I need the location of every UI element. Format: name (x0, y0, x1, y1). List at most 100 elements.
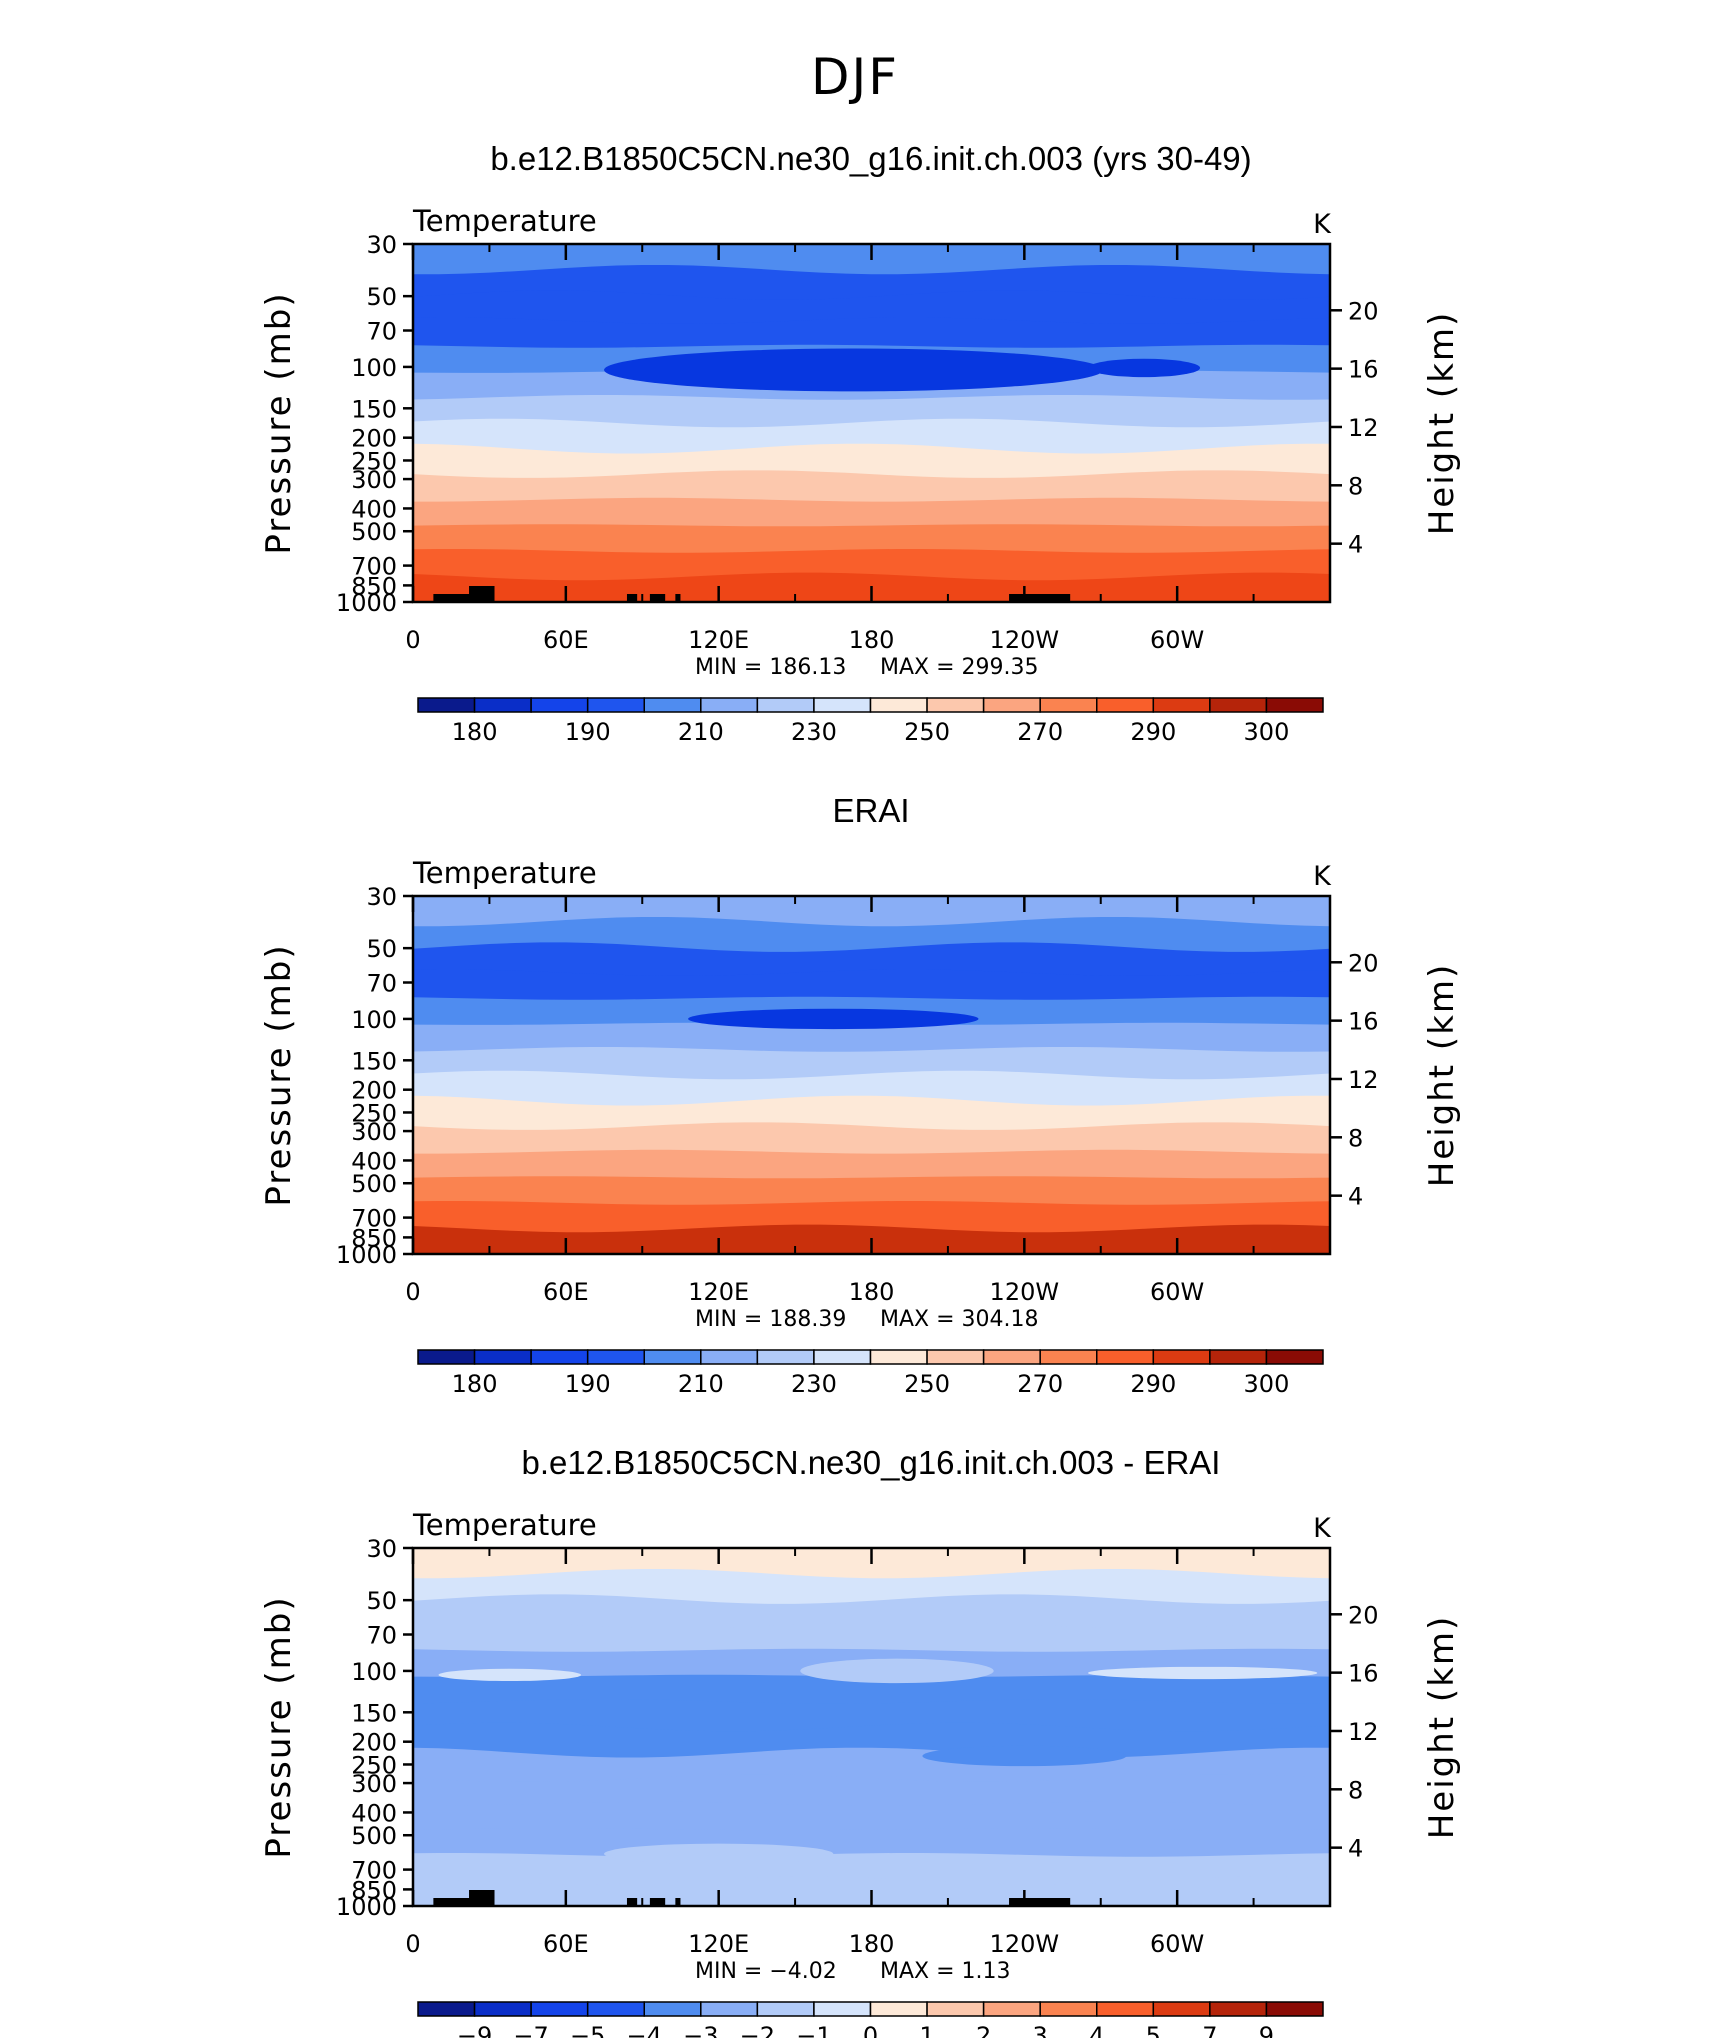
colorbar-label: 180 (452, 1370, 498, 1398)
contour-band (413, 1774, 1330, 1810)
colorbar-label: 270 (1017, 1370, 1063, 1398)
x-tick-label: 120W (990, 1278, 1060, 1306)
contour-band (413, 1801, 1330, 1836)
topography-mask (1009, 1898, 1071, 1906)
contour-field (413, 1548, 1330, 1906)
y2-tick-label: 8 (1348, 1124, 1363, 1152)
colorbar-swatch (756, 1349, 815, 1365)
panel-subtitle: b.e12.B1850C5CN.ne30_g16.init.ch.003 (yr… (490, 140, 1251, 177)
colorbar-label: 9 (1259, 2022, 1274, 2038)
y2-tick-label: 16 (1348, 356, 1379, 384)
colorbar-swatch (813, 697, 872, 713)
x-tick-label: 60E (543, 626, 589, 654)
figure-title: DJF (810, 48, 899, 106)
x-tick-label: 120W (990, 1930, 1060, 1958)
y-tick-label: 50 (366, 283, 397, 311)
y-tick-label: 850 (351, 572, 397, 600)
variable-label: Temperature (412, 1508, 597, 1542)
colorbar-label: −4 (627, 2022, 662, 2038)
contour-band (413, 497, 1330, 532)
y-tick-label: 400 (351, 1799, 397, 1827)
y-axis-title: Pressure (mb) (259, 291, 299, 554)
panel-subtitle: b.e12.B1850C5CN.ne30_g16.init.ch.003 - E… (522, 1444, 1221, 1481)
y-tick-label: 400 (351, 495, 397, 523)
contour-band (413, 290, 1330, 327)
x-tick-label: 60E (543, 1278, 589, 1306)
colorbar-swatch (1265, 2001, 1324, 2017)
colorbar-swatch (530, 697, 589, 713)
colorbar-swatch (869, 697, 928, 713)
colorbar-swatch (756, 697, 815, 713)
colorbar-label: −7 (513, 2022, 548, 2038)
colorbar-swatch (643, 1349, 702, 1365)
units-label: K (1313, 861, 1332, 892)
y-tick-label: 70 (366, 1622, 397, 1650)
colorbar-label: 270 (1017, 718, 1063, 746)
colorbar-swatch (926, 2001, 985, 2017)
y2-tick-label: 12 (1348, 1718, 1379, 1746)
y-tick-label: 200 (351, 1729, 397, 1757)
y2-tick-label: 16 (1348, 1660, 1379, 1688)
contour-band (413, 1621, 1330, 1657)
colorbar-label: −3 (683, 2022, 718, 2038)
colorbar-label: 250 (904, 718, 950, 746)
y2-axis-title: Height (km) (1422, 1615, 1462, 1840)
colorbar-label: 0 (863, 2022, 878, 2038)
y-tick-label: 250 (351, 1751, 397, 1779)
colorbar-label: 230 (791, 1370, 837, 1398)
contour-band (413, 942, 1330, 979)
chart-panel-1: b.e12.B1850C5CN.ne30_g16.init.ch.003 (yr… (259, 140, 1462, 746)
colorbar-label: −9 (457, 2022, 492, 2038)
contour-band (413, 1122, 1330, 1158)
contour-band (413, 265, 1330, 302)
colorbar-swatch (473, 697, 532, 713)
y-tick-label: 100 (351, 354, 397, 382)
colorbar-swatch (1209, 697, 1268, 713)
topography-mask (626, 594, 638, 602)
max-label: MAX = 1.13 (880, 1959, 1011, 1984)
x-tick-label: 60W (1150, 1278, 1204, 1306)
colorbar-swatch (982, 2001, 1041, 2017)
y-tick-label: 70 (366, 970, 397, 998)
y-tick-label: 1000 (336, 1241, 397, 1269)
x-tick-label: 180 (849, 626, 895, 654)
contour-feature (604, 1843, 834, 1865)
colorbar-label: 210 (678, 718, 724, 746)
min-label: MIN = 188.39 (695, 1307, 846, 1332)
topography-mask (433, 1898, 485, 1906)
colorbar-label: 7 (1202, 2022, 1217, 2038)
colorbar-swatch (1096, 2001, 1155, 2017)
colorbar-label: 3 (1033, 2022, 1048, 2038)
colorbar-swatch (1096, 697, 1155, 713)
colorbar-swatch (700, 697, 759, 713)
y2-axis-title: Height (km) (1422, 963, 1462, 1188)
panel-subtitle: ERAI (832, 792, 909, 829)
colorbar-swatch (1152, 2001, 1211, 2017)
topography-mask (675, 1898, 681, 1906)
contour-feature (438, 1668, 582, 1682)
colorbar-swatch (813, 2001, 872, 2017)
y-tick-label: 30 (366, 1535, 397, 1563)
contour-band (413, 917, 1330, 954)
colorbar-swatch (1265, 1349, 1324, 1365)
x-tick-label: 120E (688, 1278, 749, 1306)
colorbar-label: 4 (1089, 2022, 1104, 2038)
contour-feature (1088, 358, 1201, 378)
y-tick-label: 50 (366, 935, 397, 963)
y-tick-label: 70 (366, 318, 397, 346)
colorbar-label: 300 (1244, 718, 1290, 746)
y2-axis-title: Height (km) (1422, 311, 1462, 536)
colorbar-swatch (926, 697, 985, 713)
y-tick-label: 300 (351, 1770, 397, 1798)
colorbar-swatch (982, 697, 1041, 713)
contour-feature (604, 348, 1104, 392)
min-label: MIN = 186.13 (695, 655, 846, 680)
contour-band (413, 1201, 1330, 1235)
colorbar: −9 −7 −5 −4 −3 −2 −1 0 1 2 3 4 5 7 9 (417, 2001, 1324, 2038)
colorbar-label: 1 (919, 2022, 934, 2038)
y-tick-label: 700 (351, 1857, 397, 1885)
colorbar-swatch (1152, 1349, 1211, 1365)
units-label: K (1313, 209, 1332, 240)
y-tick-label: 150 (351, 1699, 397, 1727)
colorbar-swatch (530, 2001, 589, 2017)
